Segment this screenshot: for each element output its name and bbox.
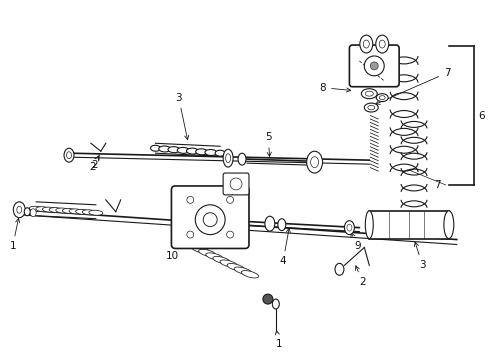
Ellipse shape	[444, 211, 454, 239]
Ellipse shape	[226, 231, 234, 238]
Ellipse shape	[265, 216, 275, 231]
Ellipse shape	[69, 209, 83, 214]
Ellipse shape	[43, 207, 56, 212]
Ellipse shape	[159, 146, 171, 152]
Ellipse shape	[168, 147, 180, 153]
Ellipse shape	[220, 260, 237, 267]
Ellipse shape	[225, 154, 231, 163]
Text: 8: 8	[319, 83, 351, 93]
Ellipse shape	[230, 178, 242, 190]
Ellipse shape	[368, 105, 375, 110]
Ellipse shape	[205, 149, 217, 156]
Ellipse shape	[363, 40, 369, 48]
Ellipse shape	[215, 150, 225, 156]
Ellipse shape	[307, 151, 322, 173]
Ellipse shape	[223, 149, 233, 167]
Ellipse shape	[365, 56, 384, 76]
Text: 7: 7	[376, 68, 450, 104]
Ellipse shape	[344, 221, 354, 235]
Ellipse shape	[360, 35, 373, 53]
Ellipse shape	[227, 264, 245, 271]
Ellipse shape	[192, 246, 209, 253]
Text: 5: 5	[265, 132, 271, 157]
Ellipse shape	[347, 224, 352, 231]
Ellipse shape	[366, 211, 373, 239]
Ellipse shape	[89, 210, 103, 215]
FancyBboxPatch shape	[223, 173, 249, 195]
Ellipse shape	[278, 219, 286, 231]
FancyBboxPatch shape	[349, 45, 399, 87]
Ellipse shape	[376, 35, 389, 53]
Bar	[369, 211, 449, 239]
Ellipse shape	[29, 206, 43, 211]
Ellipse shape	[177, 147, 189, 153]
Ellipse shape	[226, 196, 234, 203]
Ellipse shape	[64, 148, 74, 162]
Text: 10: 10	[166, 233, 188, 261]
Ellipse shape	[206, 253, 223, 260]
Ellipse shape	[213, 256, 230, 264]
Ellipse shape	[241, 271, 259, 278]
Text: 3: 3	[175, 93, 189, 140]
Text: 9: 9	[351, 233, 361, 251]
Ellipse shape	[198, 249, 216, 257]
Ellipse shape	[150, 145, 161, 151]
Ellipse shape	[272, 299, 279, 309]
Ellipse shape	[67, 152, 72, 159]
Ellipse shape	[379, 40, 385, 48]
Ellipse shape	[238, 153, 246, 165]
Ellipse shape	[311, 157, 319, 168]
Ellipse shape	[62, 208, 76, 213]
Text: 4: 4	[280, 228, 291, 266]
Ellipse shape	[196, 149, 208, 155]
Ellipse shape	[30, 209, 36, 217]
Ellipse shape	[196, 205, 225, 235]
Ellipse shape	[187, 196, 194, 203]
Ellipse shape	[370, 62, 378, 70]
Ellipse shape	[361, 89, 377, 99]
Ellipse shape	[379, 96, 385, 100]
Ellipse shape	[234, 267, 251, 274]
Ellipse shape	[187, 231, 194, 238]
Text: 7: 7	[434, 180, 441, 190]
Text: 3: 3	[415, 242, 426, 270]
Ellipse shape	[335, 264, 344, 275]
Ellipse shape	[203, 213, 217, 227]
Ellipse shape	[75, 210, 90, 215]
Text: 2: 2	[355, 266, 366, 287]
Text: 2: 2	[89, 156, 99, 172]
Ellipse shape	[82, 210, 96, 215]
Text: 1: 1	[9, 219, 20, 251]
Ellipse shape	[365, 103, 378, 112]
Ellipse shape	[187, 148, 198, 154]
Text: 6: 6	[479, 111, 485, 121]
Text: 2: 2	[91, 155, 99, 170]
Ellipse shape	[263, 294, 273, 304]
Ellipse shape	[366, 91, 373, 96]
Ellipse shape	[24, 208, 30, 216]
Text: 1: 1	[275, 330, 282, 349]
Ellipse shape	[13, 202, 25, 218]
Ellipse shape	[36, 207, 50, 212]
FancyBboxPatch shape	[172, 186, 249, 248]
Ellipse shape	[56, 208, 70, 213]
Ellipse shape	[49, 208, 63, 213]
Ellipse shape	[17, 206, 22, 213]
Ellipse shape	[376, 94, 388, 102]
